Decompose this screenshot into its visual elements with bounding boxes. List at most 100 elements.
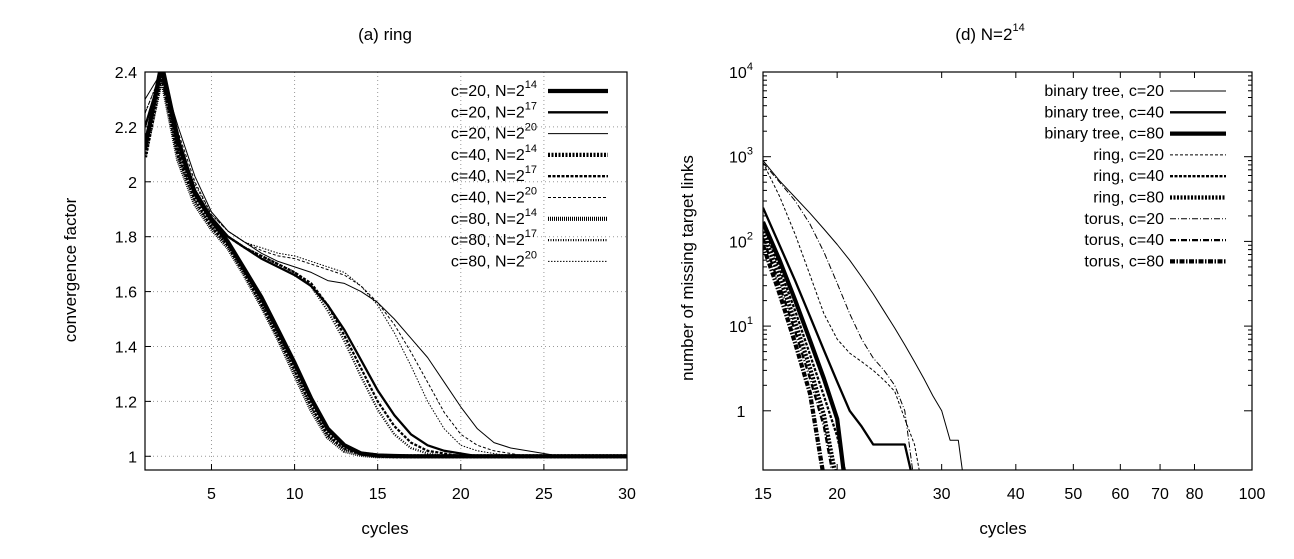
- chart-a-legend-label-main: c=40, N=2: [451, 168, 525, 185]
- chart-d-legend-entry: ring, c=20: [1093, 147, 1226, 164]
- chart-d-series-line: [763, 237, 834, 470]
- chart-d-missing-links: (d) N=214 cycles number of missing targe…: [678, 22, 1265, 538]
- chart-a-legend-label-main: c=20, N=2: [451, 104, 525, 121]
- chart-d-series: [763, 160, 963, 470]
- chart-a-legend-label-sup: 20: [525, 249, 537, 261]
- chart-d-legend-entry: ring, c=40: [1093, 168, 1226, 185]
- chart-a-x-tick-label: 15: [369, 486, 387, 503]
- chart-a-frame: [144, 71, 628, 471]
- chart-d-legend-label: binary tree, c=80: [1044, 126, 1164, 143]
- chart-d-y-tick-label-sup: 3: [747, 146, 753, 158]
- chart-d-title: (d) N=214: [955, 22, 1024, 44]
- chart-d-legend-entry: binary tree, c=40: [1044, 104, 1226, 121]
- chart-d-legend-label: binary tree, c=20: [1044, 83, 1164, 100]
- chart-a-y-tick-label: 2.4: [115, 65, 137, 82]
- chart-a-legend-label: c=80, N=214: [451, 207, 537, 228]
- chart-a-series-line: [145, 72, 627, 457]
- chart-a-legend-label-main: c=80, N=2: [451, 253, 525, 270]
- chart-a-series-line: [145, 75, 627, 459]
- chart-d-x-tick-label: 15: [754, 486, 772, 503]
- chart-a-legend-label: c=20, N=220: [451, 122, 537, 143]
- chart-d-legend-label: ring, c=40: [1093, 168, 1164, 185]
- chart-a-x-tick-label: 30: [618, 486, 636, 503]
- chart-d-series-line: [763, 223, 846, 470]
- chart-d-x-tick-label: 40: [1007, 486, 1025, 503]
- chart-d-x-tick-label: 80: [1186, 486, 1204, 503]
- chart-a-x-axis-label: cycles: [361, 519, 408, 538]
- chart-d-y-tick-label-main: 1: [737, 404, 746, 421]
- chart-d-legend-label: torus, c=20: [1084, 211, 1164, 228]
- chart-d-y-tick-label: 102: [729, 230, 753, 251]
- chart-a-y-tick-label: 1.4: [115, 339, 137, 356]
- chart-a-legend-label-main: c=40, N=2: [451, 190, 525, 207]
- chart-d-y-tick-label-sup: 2: [747, 230, 753, 242]
- chart-d-y-axis-label: number of missing target links: [678, 155, 697, 381]
- chart-d-y-tick-label-sup: 4: [747, 61, 753, 73]
- chart-a-legend-label-main: c=40, N=2: [451, 147, 525, 164]
- chart-a-x-tick-label: 25: [535, 486, 553, 503]
- chart-a-title: (a) ring: [358, 25, 412, 44]
- chart-d-series-line: [763, 160, 963, 470]
- chart-a-legend-label-main: c=20, N=2: [451, 83, 525, 100]
- chart-a-series-line: [145, 72, 627, 457]
- chart-a-legend-entry: c=40, N=217: [451, 164, 608, 185]
- chart-d-x-tick-label: 60: [1111, 486, 1129, 503]
- chart-a-ring: (a) ring cycles convergence factor 5 10 15…: [61, 25, 636, 538]
- chart-d-legend-entry: binary tree, c=80: [1044, 126, 1226, 143]
- chart-d-x-axis-label: cycles: [979, 519, 1026, 538]
- chart-a-legend-label-main: c=80, N=2: [451, 232, 525, 249]
- chart-a-series-line: [145, 72, 627, 459]
- chart-a-y-tick-label: 1: [128, 449, 137, 466]
- chart-d-frame: [762, 71, 1253, 471]
- chart-d-title-sup: 14: [1012, 22, 1024, 34]
- chart-a-legend-label: c=80, N=220: [451, 249, 537, 270]
- chart-d-x-tick-label: 50: [1064, 486, 1082, 503]
- chart-d-series-line: [763, 230, 837, 470]
- chart-a-y-tick-label: 2: [128, 175, 137, 192]
- chart-d-series-line: [763, 221, 846, 470]
- chart-d-legend-label: torus, c=40: [1084, 232, 1164, 249]
- chart-a-legend-entry: c=20, N=214: [451, 79, 608, 100]
- chart-a-y-tick-label: 2.2: [115, 120, 137, 137]
- chart-a-legend-label: c=80, N=217: [451, 228, 537, 249]
- chart-a-series: [145, 72, 627, 459]
- chart-a-legend-entry: c=20, N=220: [451, 122, 608, 143]
- chart-a-x-tick-label: 5: [207, 486, 216, 503]
- chart-a-x-tick-label: 20: [452, 486, 470, 503]
- chart-a-legend-label: c=20, N=217: [451, 100, 537, 121]
- chart-a-legend-entry: c=80, N=214: [451, 207, 608, 228]
- chart-d-legend-label: binary tree, c=40: [1044, 104, 1164, 121]
- chart-a-legend-label-main: c=80, N=2: [451, 211, 525, 228]
- chart-d-y-tick-label: 103: [729, 146, 753, 167]
- chart-d-legend-label: torus, c=80: [1084, 253, 1164, 270]
- chart-d-y-tick-label-main: 10: [729, 319, 747, 336]
- chart-a-legend-label-sup: 20: [525, 186, 537, 198]
- chart-a-y-tick-label: 1.2: [115, 394, 137, 411]
- chart-a-legend-label: c=40, N=217: [451, 164, 537, 185]
- chart-d-y-tick-label: 101: [729, 315, 753, 336]
- chart-a-legend-label: c=40, N=220: [451, 186, 537, 207]
- chart-a-y-axis-label: convergence factor: [61, 197, 80, 342]
- chart-a-legend-label-sup: 14: [525, 207, 537, 219]
- chart-a-legend-label-sup: 14: [525, 79, 537, 91]
- chart-d-y-tick-label: 1: [737, 404, 746, 421]
- chart-d-series-line: [763, 244, 825, 470]
- chart-a-x-tick-label: 10: [286, 486, 304, 503]
- chart-d-legend-entry: torus, c=40: [1084, 232, 1226, 249]
- chart-d-title-main: (d) N=2: [955, 25, 1012, 44]
- chart-d-y-tick-label-main: 10: [729, 150, 747, 167]
- chart-d-legend-entry: ring, c=80: [1093, 190, 1226, 207]
- chart-a-legend-label-sup: 14: [525, 143, 537, 155]
- chart-d-legend-entry: torus, c=80: [1084, 253, 1226, 270]
- chart-a-series-line: [145, 72, 627, 459]
- chart-d-x-tick-label: 30: [933, 486, 951, 503]
- chart-d-legend-label: ring, c=20: [1093, 147, 1164, 164]
- chart-a-legend-entry: c=20, N=217: [451, 100, 608, 121]
- chart-a-legend-label: c=20, N=214: [451, 79, 537, 100]
- chart-a-series-line: [145, 72, 627, 458]
- chart-a-series-line: [145, 72, 627, 457]
- chart-d-y-tick-label-sup: 1: [747, 315, 753, 327]
- chart-d-x-tick-label: 70: [1151, 486, 1169, 503]
